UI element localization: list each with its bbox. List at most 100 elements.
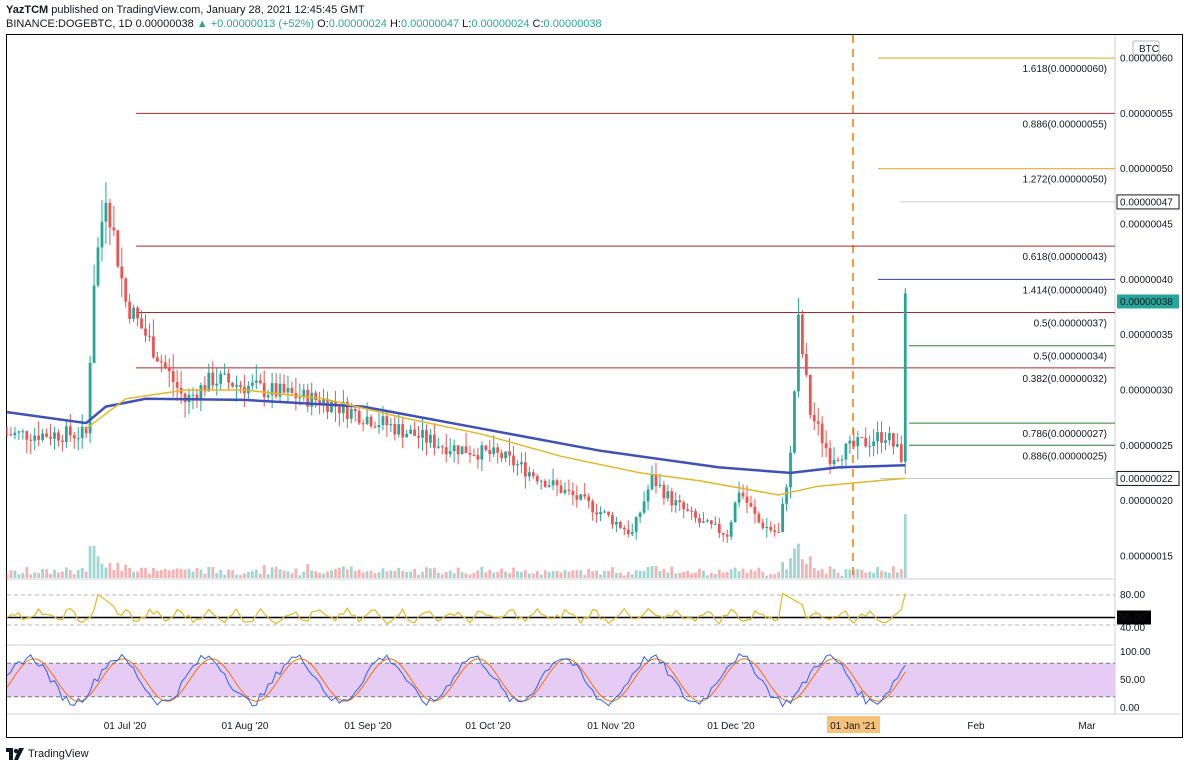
volume-bar xyxy=(717,569,721,578)
volume-bar xyxy=(650,566,654,578)
candle-body xyxy=(872,441,875,447)
candle-body xyxy=(864,437,868,447)
candle-body xyxy=(808,374,812,415)
candle-body xyxy=(49,436,52,439)
volume-bar xyxy=(286,571,290,578)
volume-bar xyxy=(167,570,171,578)
close-value: 0.00000038 xyxy=(543,18,602,30)
volume-bar xyxy=(468,574,472,578)
volume-bar xyxy=(785,569,788,578)
fib-level-label: 1.272(0.00000050) xyxy=(1022,175,1107,186)
candle-body xyxy=(816,421,820,424)
volume-bar xyxy=(84,571,88,578)
candle-body xyxy=(492,447,496,455)
candle-body xyxy=(753,506,757,514)
candle-body xyxy=(488,450,492,455)
volume-bar xyxy=(175,568,179,578)
volume-bar xyxy=(662,569,666,578)
candle-body xyxy=(96,247,100,286)
candle-body xyxy=(658,484,662,487)
volume-bar xyxy=(781,562,784,578)
volume-bar xyxy=(223,574,227,578)
candle-body xyxy=(278,383,282,397)
fib-level-label: 0.618(0.00000043) xyxy=(1022,252,1107,263)
fib-level-label: 0.5(0.00000037) xyxy=(1034,319,1107,330)
candle-body xyxy=(801,314,804,354)
volume-bar xyxy=(409,571,413,578)
candle-body xyxy=(480,445,484,460)
candle-body xyxy=(219,373,223,384)
volume-bar xyxy=(702,570,705,578)
candle-body xyxy=(195,394,199,401)
candle-body xyxy=(765,526,769,529)
volume-bar xyxy=(666,572,670,578)
volume-bar xyxy=(401,570,405,578)
time-axis-label: 01 Jan '21 xyxy=(830,721,876,732)
volume-bar xyxy=(381,568,385,578)
volume-bar xyxy=(599,574,602,578)
candle-body xyxy=(13,432,17,436)
volume-bar xyxy=(357,569,361,578)
volume-bar xyxy=(417,574,420,578)
time-axis-label: 01 Nov '20 xyxy=(587,721,635,732)
candle-body xyxy=(888,433,891,441)
time-axis-highlight xyxy=(827,716,880,733)
candle-body xyxy=(527,472,531,477)
candle-body xyxy=(421,429,424,438)
tradingview-logo[interactable]: TradingView xyxy=(6,744,89,764)
volume-bar xyxy=(472,572,476,578)
candle-body xyxy=(757,513,761,523)
price-axis-label: 0.00000038 xyxy=(1120,297,1173,308)
volume-bar xyxy=(622,575,626,578)
volume-bar xyxy=(888,572,891,578)
volume-bar xyxy=(816,570,820,578)
volume-bar xyxy=(61,571,64,578)
stoch-axis-label: 100.00 xyxy=(1120,647,1151,658)
candle-body xyxy=(615,522,618,525)
candle-body xyxy=(611,515,614,525)
tradingview-icon xyxy=(6,748,24,760)
volume-bar xyxy=(793,548,796,578)
candle-body xyxy=(120,266,124,279)
price-axis-label: 0.00000030 xyxy=(1120,385,1173,396)
volume-bar xyxy=(413,568,416,578)
volume-bar xyxy=(476,570,480,578)
candle-body xyxy=(92,285,96,364)
author-name[interactable]: YazTCM xyxy=(6,4,49,16)
price-axis-label: 0.00000050 xyxy=(1120,164,1173,175)
time-axis-label: 01 Dec '20 xyxy=(707,721,755,732)
volume-bar xyxy=(844,569,848,578)
candle-body xyxy=(880,432,883,443)
candle-body xyxy=(405,433,409,438)
symbol-label: BINANCE:DOGEBTC, 1D xyxy=(6,18,133,30)
candle-body xyxy=(496,447,500,453)
volume-bar xyxy=(373,573,377,578)
candle-body xyxy=(749,503,753,507)
volume-bar xyxy=(678,572,682,578)
candle-body xyxy=(84,426,88,434)
candle-body xyxy=(777,531,781,533)
price-axis-label: 0.00000025 xyxy=(1120,441,1173,452)
candle-body xyxy=(9,434,13,436)
candle-body xyxy=(53,432,56,439)
volume-bar xyxy=(725,572,729,578)
volume-bar xyxy=(761,571,765,578)
candle-body xyxy=(539,480,543,482)
candle-body xyxy=(45,433,48,437)
price-axis-label: 0.00000047 xyxy=(1120,197,1173,208)
candle-body xyxy=(531,472,535,477)
volume-bar xyxy=(484,572,488,578)
volume-bar xyxy=(25,567,29,578)
candle-body xyxy=(844,443,848,460)
volume-bar xyxy=(235,574,238,578)
candle-body xyxy=(848,440,852,444)
candle-body xyxy=(717,523,721,534)
current-price-tag xyxy=(1117,294,1179,309)
volume-bar xyxy=(21,572,25,578)
volume-bar xyxy=(658,571,662,578)
candle-body xyxy=(654,474,658,487)
volume-bar xyxy=(713,574,717,578)
volume-bar xyxy=(183,569,187,578)
volume-bar xyxy=(377,572,381,578)
